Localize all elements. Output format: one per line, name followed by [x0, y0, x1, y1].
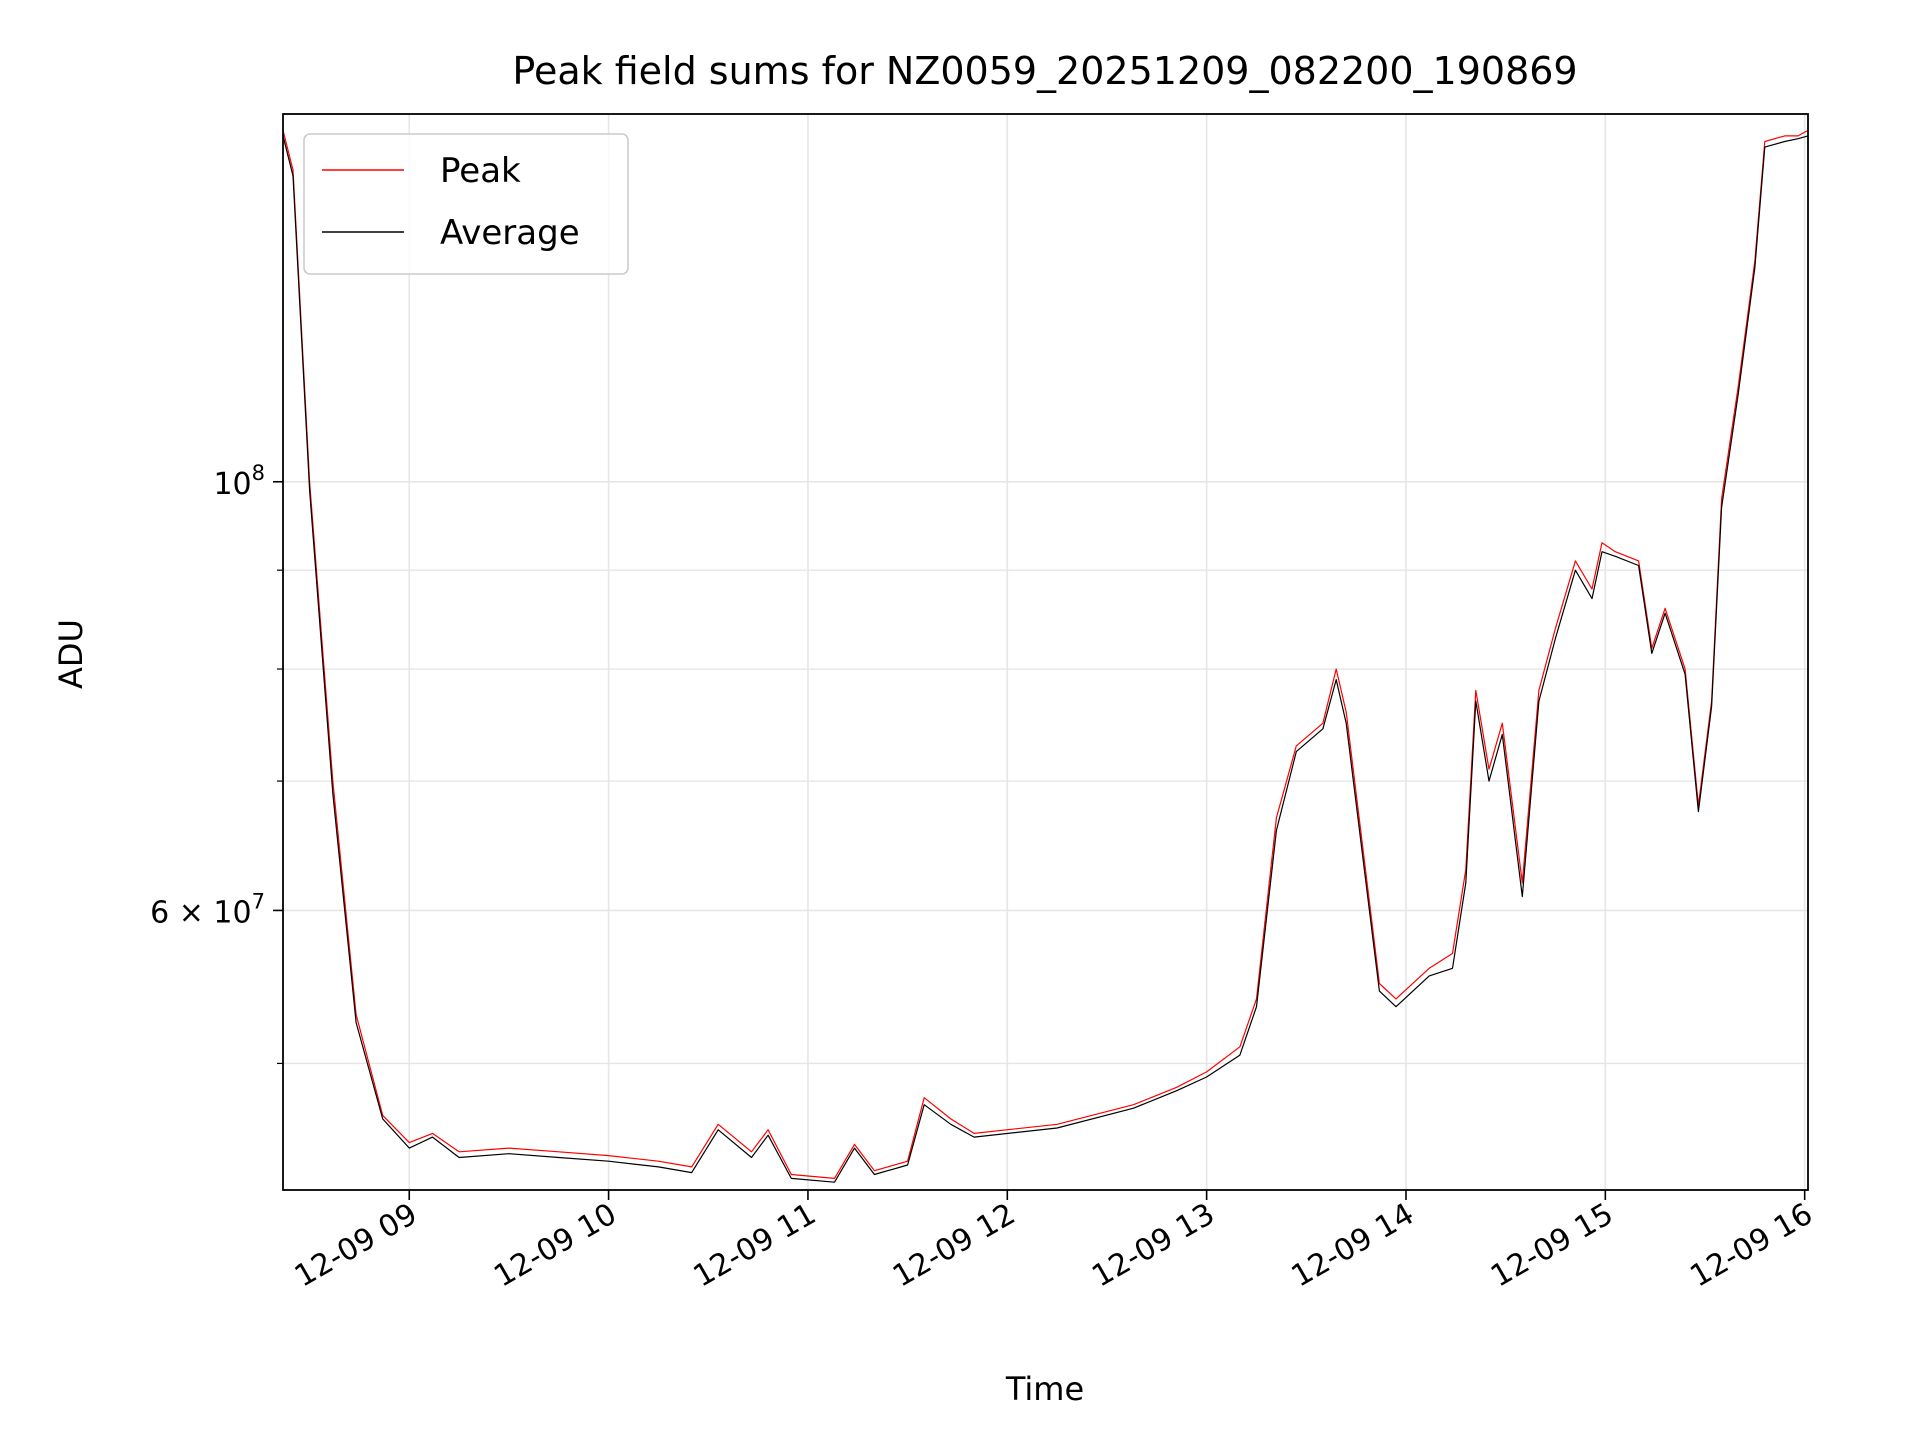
- y-tick-label: 6 × 107: [150, 889, 265, 930]
- y-tick-label: 108: [213, 461, 265, 502]
- series-line-average: [282, 135, 1809, 1183]
- series-line-peak: [282, 129, 1809, 1180]
- legend-label-peak: Peak: [440, 151, 521, 191]
- legend: Peak Average: [303, 133, 629, 275]
- chart-title: Peak field sums for NZ0059_20251209_0822…: [512, 49, 1577, 93]
- legend-box: [303, 133, 629, 275]
- plot-frame: [282, 113, 1809, 1191]
- x-axis-label: Time: [1005, 1370, 1084, 1408]
- series-layer: [282, 129, 1809, 1183]
- legend-label-average: Average: [440, 213, 580, 253]
- grid: [283, 114, 1808, 1190]
- y-axis: 108 6 × 107: [150, 461, 283, 1065]
- y-axis-label: ADU: [52, 619, 90, 689]
